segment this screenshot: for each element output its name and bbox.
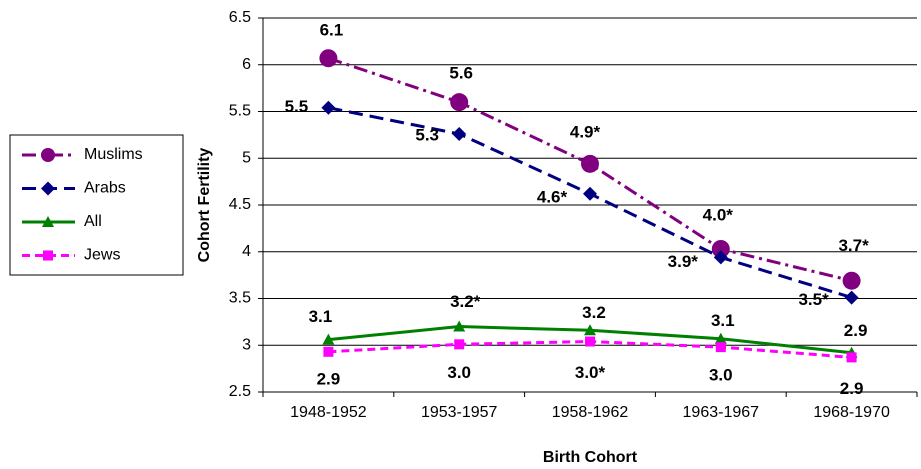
y-tick-label: 5.5 <box>229 103 251 120</box>
point <box>585 336 595 347</box>
point <box>321 100 336 115</box>
data-label: 3.7* <box>838 236 869 255</box>
data-label: 3.1 <box>309 307 333 326</box>
legend-marker <box>43 250 53 261</box>
legend-marker <box>41 181 55 196</box>
y-tick-label: 3.5 <box>229 290 251 307</box>
y-tick-label: 5 <box>242 149 251 166</box>
y-tick-label: 4.5 <box>229 196 251 213</box>
data-label: 6.1 <box>320 21 344 40</box>
data-label: 5.3 <box>415 125 439 144</box>
data-label: 4.9* <box>570 122 601 141</box>
point <box>452 126 467 141</box>
point <box>454 339 465 350</box>
point <box>842 271 861 290</box>
x-tick-label: 1958-1962 <box>552 404 629 421</box>
point <box>581 154 599 173</box>
legend-label: Muslims <box>84 146 143 163</box>
y-tick-label: 4 <box>242 243 251 260</box>
point <box>715 342 726 353</box>
data-label: 4.0* <box>703 205 734 224</box>
legend-label: Jews <box>84 247 120 264</box>
data-label: 3.0* <box>575 363 606 382</box>
legend-box <box>9 134 184 276</box>
point <box>323 346 334 357</box>
point <box>584 324 596 336</box>
point <box>319 49 338 68</box>
data-label: 2.9 <box>317 369 341 388</box>
y-tick-label: 3 <box>242 336 251 353</box>
point <box>713 250 728 265</box>
point <box>453 320 466 332</box>
point <box>846 352 857 363</box>
data-label: 2.9 <box>840 379 864 398</box>
point <box>711 239 730 258</box>
legend-label: All <box>84 213 102 230</box>
y-tick-label: 6 <box>242 56 251 73</box>
data-label: 4.6* <box>537 187 568 206</box>
legend-marker <box>41 148 55 162</box>
data-label: 3.2* <box>450 292 481 311</box>
x-tick-label: 1968-1970 <box>813 404 890 421</box>
point <box>714 332 727 344</box>
data-label: 3.0 <box>709 366 733 385</box>
legend-label: Arabs <box>84 180 126 197</box>
data-label: 3.5* <box>798 290 829 309</box>
data-label: 5.6 <box>449 64 473 83</box>
y-axis-title: Cohort Fertility <box>196 148 213 263</box>
data-label: 3.9* <box>668 252 699 271</box>
y-tick-label: 2.5 <box>229 383 251 400</box>
data-label: 5.5 <box>285 97 309 116</box>
x-tick-label: 1953-1957 <box>421 404 498 421</box>
x-tick-label: 1948-1952 <box>290 404 367 421</box>
point <box>450 93 469 112</box>
x-axis-title: Birth Cohort <box>543 449 638 466</box>
point <box>322 333 335 345</box>
x-tick-label: 1963-1967 <box>683 404 760 421</box>
point <box>844 290 859 305</box>
data-label: 3.1 <box>711 311 735 330</box>
y-tick-label: 6.5 <box>229 9 251 26</box>
point <box>583 186 597 201</box>
data-label: 3.2 <box>582 303 606 322</box>
data-label: 2.9 <box>844 321 868 340</box>
legend-marker <box>42 216 54 227</box>
data-label: 3.0 <box>447 363 471 382</box>
